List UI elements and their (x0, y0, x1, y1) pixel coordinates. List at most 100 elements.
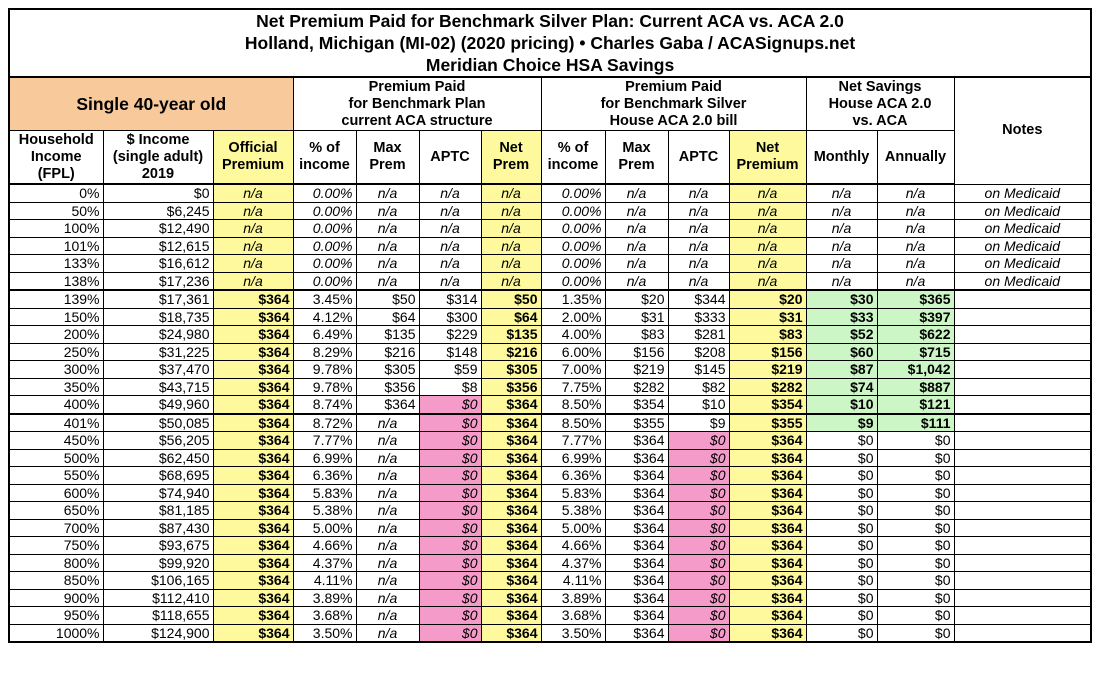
cell-house-pct-income[interactable]: 5.83% (540, 483, 606, 502)
cell-fpl[interactable]: 350% (8, 377, 104, 396)
cell-current-max-prem[interactable]: n/a (355, 466, 420, 485)
cell-current-pct-income[interactable]: 8.72% (292, 413, 357, 432)
cell-savings-monthly[interactable]: $0 (805, 466, 878, 485)
cell-income[interactable]: $50,085 (102, 413, 214, 432)
cell-house-max-prem[interactable]: n/a (604, 201, 669, 220)
cell-savings-monthly[interactable]: $0 (805, 431, 878, 450)
cell-official-premium[interactable]: $364 (212, 518, 294, 537)
cell-house-net-premium[interactable]: n/a (728, 183, 807, 203)
cell-house-net-premium[interactable]: n/a (728, 254, 807, 273)
cell-current-max-prem[interactable]: n/a (355, 553, 420, 572)
cell-savings-annually[interactable]: $397 (876, 307, 955, 326)
cell-current-net-prem[interactable]: $364 (480, 571, 542, 590)
cell-notes[interactable]: on Medicaid (953, 201, 1092, 220)
cell-current-pct-income[interactable]: 4.37% (292, 553, 357, 572)
cell-current-aptc[interactable]: n/a (418, 183, 482, 203)
cell-house-aptc[interactable]: $0 (667, 448, 730, 467)
cell-income[interactable]: $37,470 (102, 360, 214, 379)
cell-official-premium[interactable]: $364 (212, 395, 294, 415)
cell-notes[interactable] (953, 360, 1092, 379)
cell-notes[interactable] (953, 342, 1092, 361)
cell-house-pct-income[interactable]: 5.38% (540, 501, 606, 520)
cell-house-pct-income[interactable]: 1.35% (540, 289, 606, 309)
cell-house-aptc[interactable]: $0 (667, 518, 730, 537)
cell-house-max-prem[interactable]: $364 (604, 431, 669, 450)
cell-house-max-prem[interactable]: $364 (604, 553, 669, 572)
cell-current-pct-income[interactable]: 0.00% (292, 271, 357, 291)
cell-house-max-prem[interactable]: n/a (604, 183, 669, 203)
cell-official-premium[interactable]: $364 (212, 606, 294, 625)
cell-house-net-premium[interactable]: $364 (728, 466, 807, 485)
cell-savings-monthly[interactable]: $0 (805, 553, 878, 572)
cell-fpl[interactable]: 100% (8, 219, 104, 238)
cell-house-net-premium[interactable]: $364 (728, 501, 807, 520)
cell-savings-monthly[interactable]: $0 (805, 518, 878, 537)
cell-savings-monthly[interactable]: $0 (805, 623, 878, 643)
cell-current-max-prem[interactable]: $305 (355, 360, 420, 379)
cell-savings-annually[interactable]: n/a (876, 219, 955, 238)
cell-savings-monthly[interactable]: n/a (805, 219, 878, 238)
cell-current-max-prem[interactable]: n/a (355, 571, 420, 590)
cell-income[interactable]: $99,920 (102, 553, 214, 572)
cell-savings-annually[interactable]: n/a (876, 183, 955, 203)
cell-savings-annually[interactable]: n/a (876, 271, 955, 291)
cell-notes[interactable] (953, 289, 1092, 309)
cell-fpl[interactable]: 550% (8, 466, 104, 485)
cell-current-max-prem[interactable]: n/a (355, 201, 420, 220)
cell-house-aptc[interactable]: $0 (667, 588, 730, 607)
cell-income[interactable]: $6,245 (102, 201, 214, 220)
cell-fpl[interactable]: 150% (8, 307, 104, 326)
cell-current-max-prem[interactable]: n/a (355, 606, 420, 625)
cell-current-aptc[interactable]: $0 (418, 623, 482, 643)
cell-current-max-prem[interactable]: $64 (355, 307, 420, 326)
cell-current-max-prem[interactable]: n/a (355, 183, 420, 203)
cell-notes[interactable] (953, 431, 1092, 450)
cell-income[interactable]: $56,205 (102, 431, 214, 450)
cell-savings-monthly[interactable]: $33 (805, 307, 878, 326)
cell-house-net-premium[interactable]: n/a (728, 236, 807, 255)
cell-savings-monthly[interactable]: n/a (805, 254, 878, 273)
cell-house-net-premium[interactable]: n/a (728, 201, 807, 220)
cell-savings-annually[interactable]: $365 (876, 289, 955, 309)
cell-notes[interactable] (953, 588, 1092, 607)
cell-savings-annually[interactable]: $0 (876, 536, 955, 555)
cell-current-aptc[interactable]: $229 (418, 325, 482, 344)
cell-income[interactable]: $112,410 (102, 588, 214, 607)
cell-official-premium[interactable]: $364 (212, 325, 294, 344)
cell-house-max-prem[interactable]: n/a (604, 254, 669, 273)
cell-house-pct-income[interactable]: 5.00% (540, 518, 606, 537)
cell-notes[interactable] (953, 536, 1092, 555)
cell-savings-monthly[interactable]: $0 (805, 483, 878, 502)
cell-notes[interactable] (953, 377, 1092, 396)
cell-house-pct-income[interactable]: 6.99% (540, 448, 606, 467)
cell-fpl[interactable]: 101% (8, 236, 104, 255)
cell-current-pct-income[interactable]: 5.83% (292, 483, 357, 502)
cell-house-max-prem[interactable]: $282 (604, 377, 669, 396)
cell-house-max-prem[interactable]: $31 (604, 307, 669, 326)
cell-current-net-prem[interactable]: $364 (480, 536, 542, 555)
cell-income[interactable]: $12,615 (102, 236, 214, 255)
cell-house-net-premium[interactable]: $364 (728, 588, 807, 607)
cell-house-pct-income[interactable]: 8.50% (540, 395, 606, 415)
cell-current-max-prem[interactable]: $216 (355, 342, 420, 361)
cell-current-net-prem[interactable]: $364 (480, 466, 542, 485)
cell-house-pct-income[interactable]: 0.00% (540, 271, 606, 291)
cell-current-pct-income[interactable]: 3.45% (292, 289, 357, 309)
cell-income[interactable]: $87,430 (102, 518, 214, 537)
cell-current-net-prem[interactable]: $364 (480, 623, 542, 643)
cell-current-pct-income[interactable]: 7.77% (292, 431, 357, 450)
cell-current-aptc[interactable]: $0 (418, 571, 482, 590)
cell-current-aptc[interactable]: $0 (418, 448, 482, 467)
cell-current-aptc[interactable]: $300 (418, 307, 482, 326)
cell-current-pct-income[interactable]: 0.00% (292, 201, 357, 220)
cell-savings-annually[interactable]: n/a (876, 254, 955, 273)
cell-house-net-premium[interactable]: n/a (728, 271, 807, 291)
cell-official-premium[interactable]: $364 (212, 342, 294, 361)
cell-current-max-prem[interactable]: n/a (355, 483, 420, 502)
cell-current-pct-income[interactable]: 3.50% (292, 623, 357, 643)
cell-house-max-prem[interactable]: $219 (604, 360, 669, 379)
cell-current-aptc[interactable]: $0 (418, 606, 482, 625)
cell-current-aptc[interactable]: n/a (418, 236, 482, 255)
cell-savings-annually[interactable]: $111 (876, 413, 955, 432)
cell-savings-monthly[interactable]: n/a (805, 201, 878, 220)
